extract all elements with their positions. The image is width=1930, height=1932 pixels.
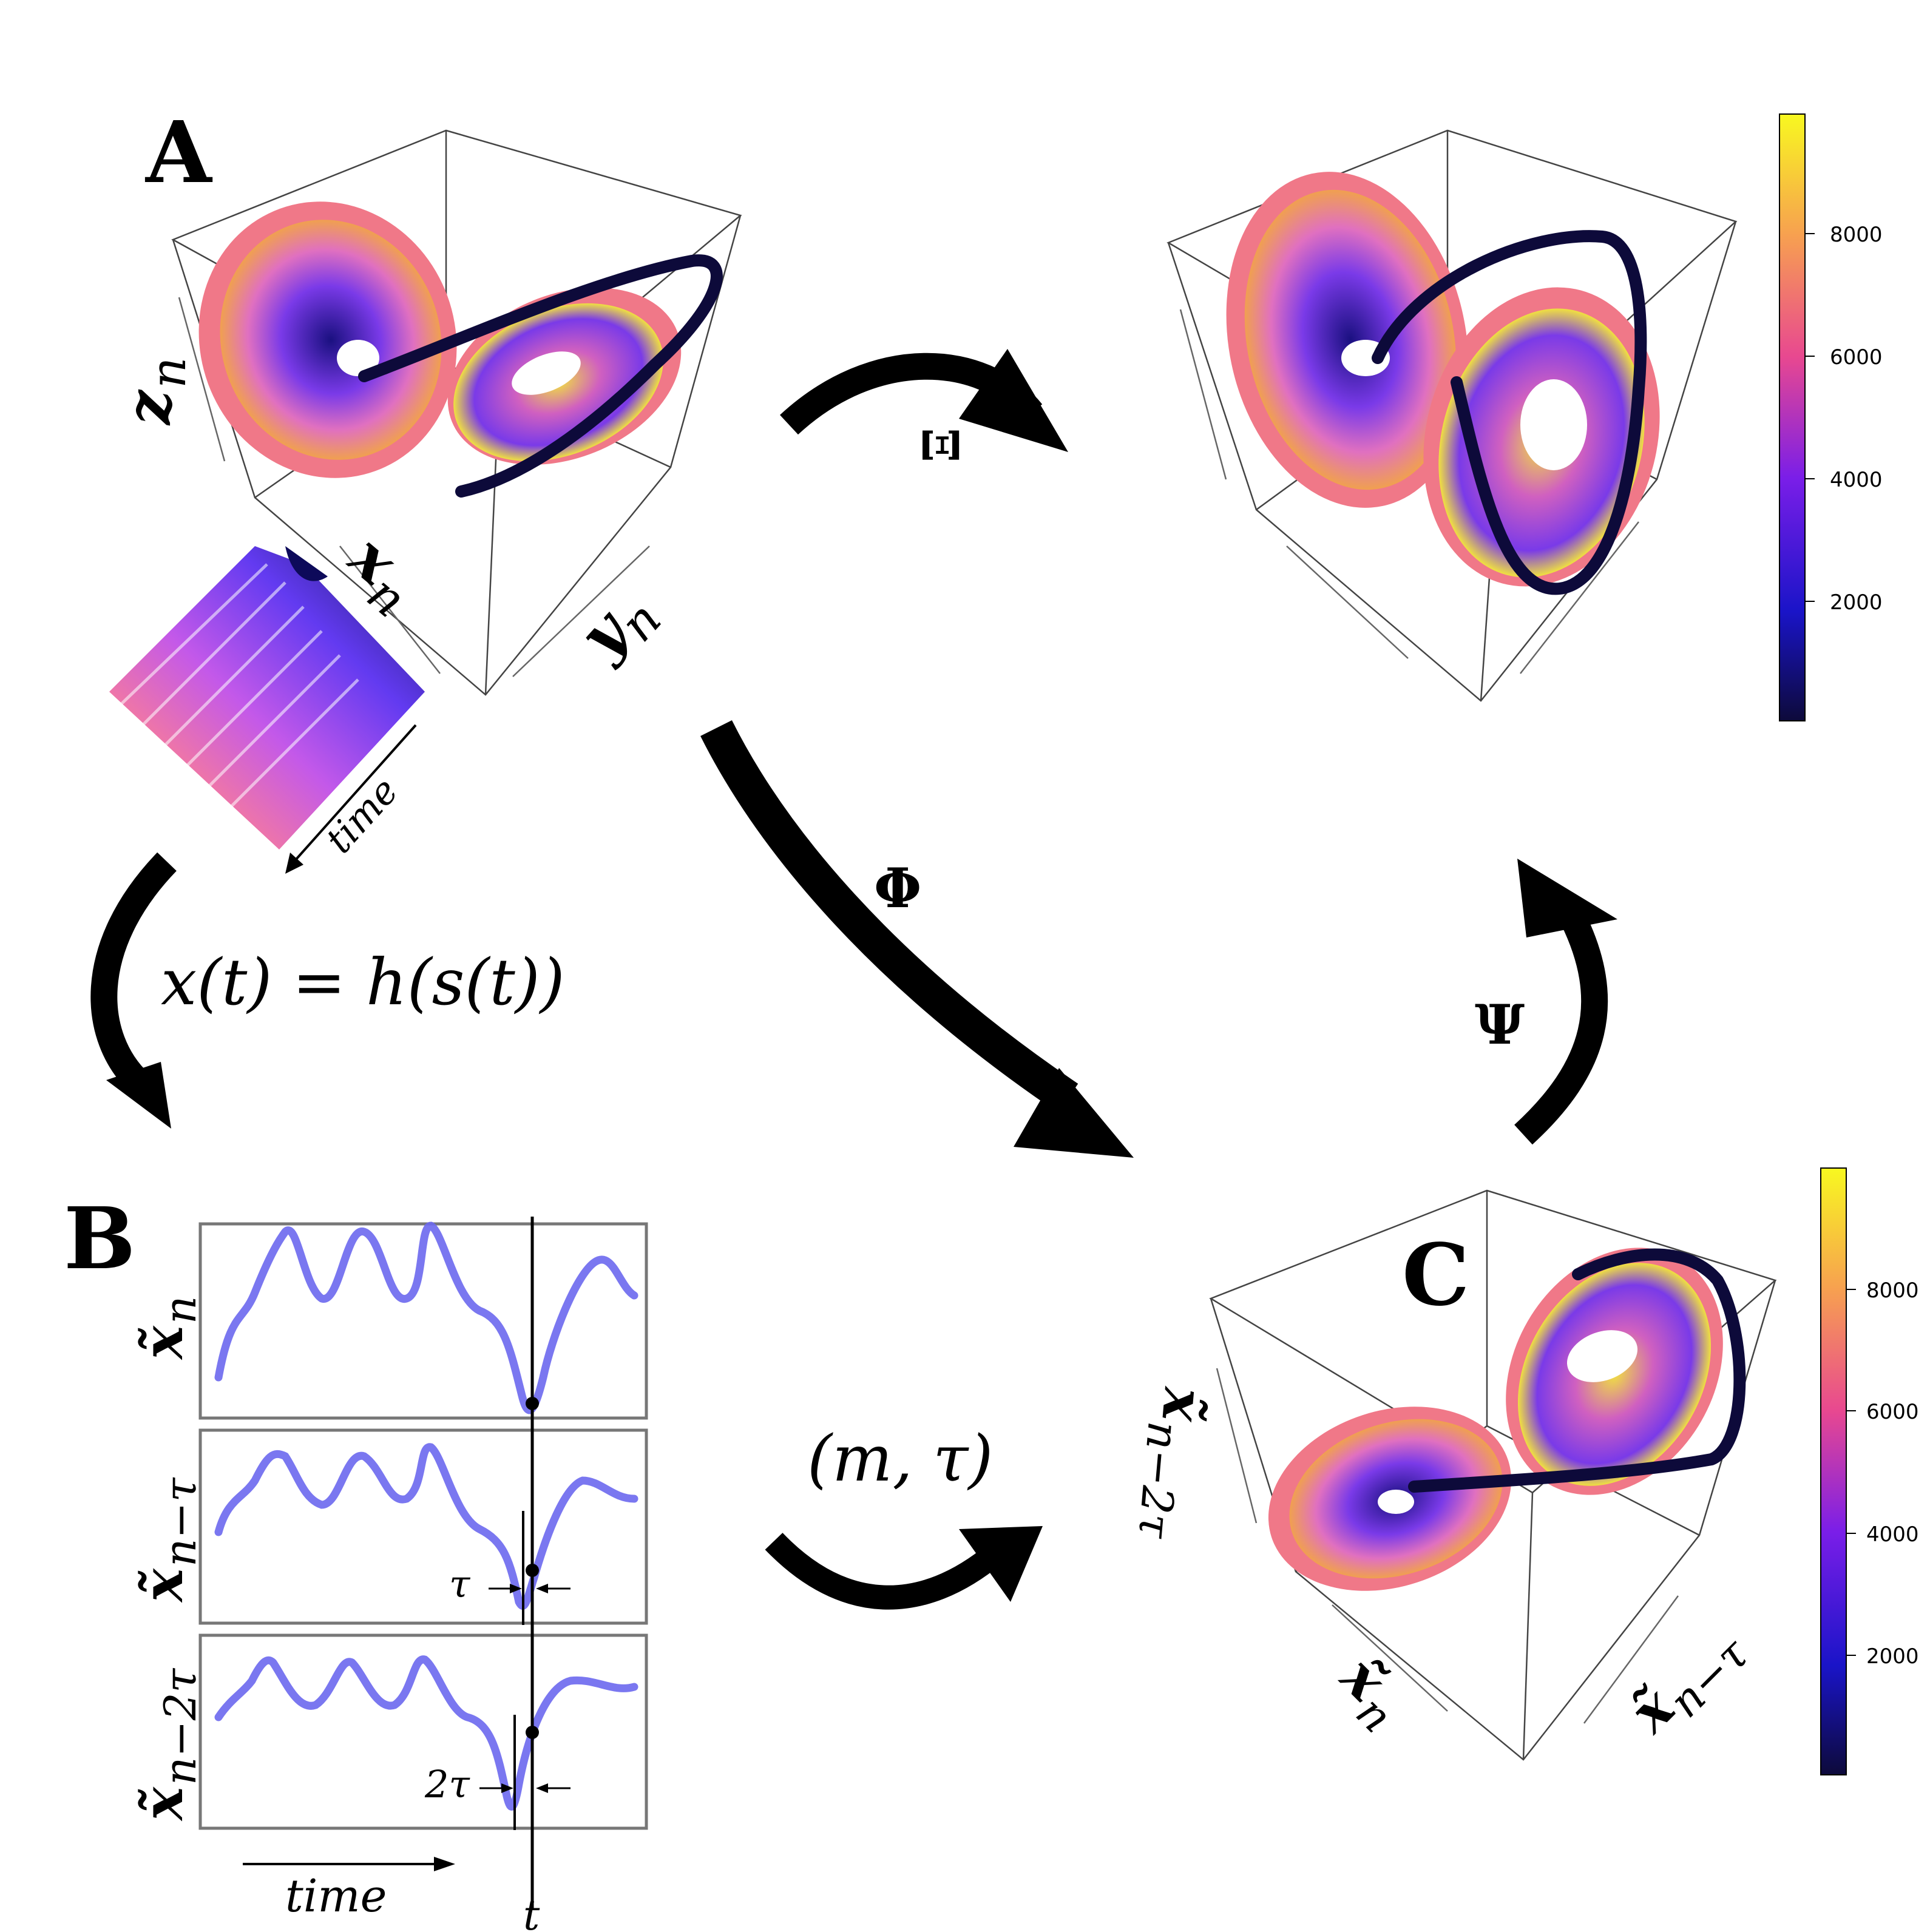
panel-b-row-1-frame (198, 1222, 648, 1420)
svg-text:n: n (140, 357, 197, 388)
embedding-parameters: (m, τ) (807, 1422, 993, 1496)
colorbar-bottom-tick: 4000 (1866, 1522, 1919, 1547)
panel-b-t-label: t (523, 1892, 540, 1932)
panel-b-row-3-label: x̃ n−2τ (130, 1667, 206, 1822)
panel-c-axis-y-label: x̃ n−τ (1616, 1628, 1759, 1746)
original-attractor-shape (1226, 172, 1660, 595)
panel-a-attractor (198, 201, 723, 498)
panel-c-attractor (1268, 1248, 1746, 1591)
panel-b-signal-1 (214, 1221, 638, 1414)
colorbar-bottom-tick: 8000 (1866, 1278, 1919, 1303)
colorbar-bottom-tick: 2000 (1866, 1644, 1919, 1669)
panel-a: A z n x (109, 103, 742, 874)
arrow-xi-label: Ξ (910, 428, 969, 463)
panel-b-time-label: time (285, 1870, 387, 1922)
colorbar-top-tick: 2000 (1830, 590, 1883, 615)
original-attractor-panel (1166, 129, 1738, 702)
svg-text:x̃: x̃ (130, 1568, 195, 1603)
panel-b-signal-2 (214, 1443, 638, 1610)
panel-a-time-arrow (285, 724, 417, 874)
svg-text:n−2τ: n−2τ (155, 1667, 206, 1785)
panel-c-axis-x-label: x̃ n (1328, 1643, 1403, 1743)
panel-a-time-series (109, 546, 425, 849)
colorbar-top-tick: 4000 (1830, 468, 1883, 492)
colorbar-top-tick: 8000 (1830, 223, 1883, 247)
colorbar-bottom-tick: 6000 (1866, 1400, 1919, 1424)
panel-b-row-2-label: x̃ n−τ (130, 1477, 206, 1603)
arrow-psi-label: Ψ (1475, 993, 1525, 1057)
panel-c: C x̃ n−2τ x̃ n (1128, 1189, 1777, 1761)
svg-text:n: n (155, 1296, 206, 1324)
panel-b-tau-label: τ (449, 1562, 471, 1606)
svg-text:x̃: x̃ (1149, 1384, 1217, 1425)
arrow-xi (780, 349, 1068, 452)
colorbar-top: 8000 6000 4000 2000 (1779, 113, 1883, 721)
panel-b-signal-3 (214, 1655, 638, 1811)
svg-text:n−τ: n−τ (155, 1477, 206, 1567)
colorbar-top-tick: 6000 (1830, 345, 1883, 370)
panel-b-2tau-label: 2τ (424, 1762, 470, 1806)
panel-c-axis-z-label: x̃ n−2τ (1128, 1384, 1217, 1541)
colorbar-bottom: 8000 6000 4000 2000 (1820, 1167, 1919, 1775)
svg-text:n−2τ: n−2τ (1128, 1419, 1190, 1541)
panel-b-row-2-frame (198, 1428, 648, 1625)
panel-b-row-3-frame (198, 1633, 648, 1830)
panel-a-axis-arrows (178, 297, 650, 677)
panel-b: B τ 2τ t (64, 1189, 648, 1932)
panel-b-time-arrow (243, 1857, 455, 1871)
svg-text:x̃: x̃ (130, 1325, 195, 1360)
panel-b-label: B (64, 1189, 135, 1289)
arrow-psi (1514, 859, 1617, 1145)
arrow-observation (90, 852, 177, 1129)
svg-text:x̃: x̃ (130, 1786, 195, 1822)
panel-a-axis-y-label: y n (564, 591, 672, 672)
panel-b-tau-marker (489, 1584, 571, 1593)
panel-a-label: A (144, 103, 213, 203)
arrow-embedding (765, 1526, 1043, 1610)
arrow-phi (700, 720, 1134, 1158)
svg-text:z: z (113, 389, 185, 426)
panel-a-axis-z-label: z n (113, 357, 197, 426)
observation-equation: x(t) = h(s(t)) (161, 945, 565, 1019)
arrow-phi-label: Φ (874, 856, 921, 920)
panel-c-label: C (1402, 1226, 1469, 1325)
panel-b-row-1-label: x̃ n (130, 1296, 206, 1360)
panel-b-2tau-marker (479, 1783, 571, 1793)
